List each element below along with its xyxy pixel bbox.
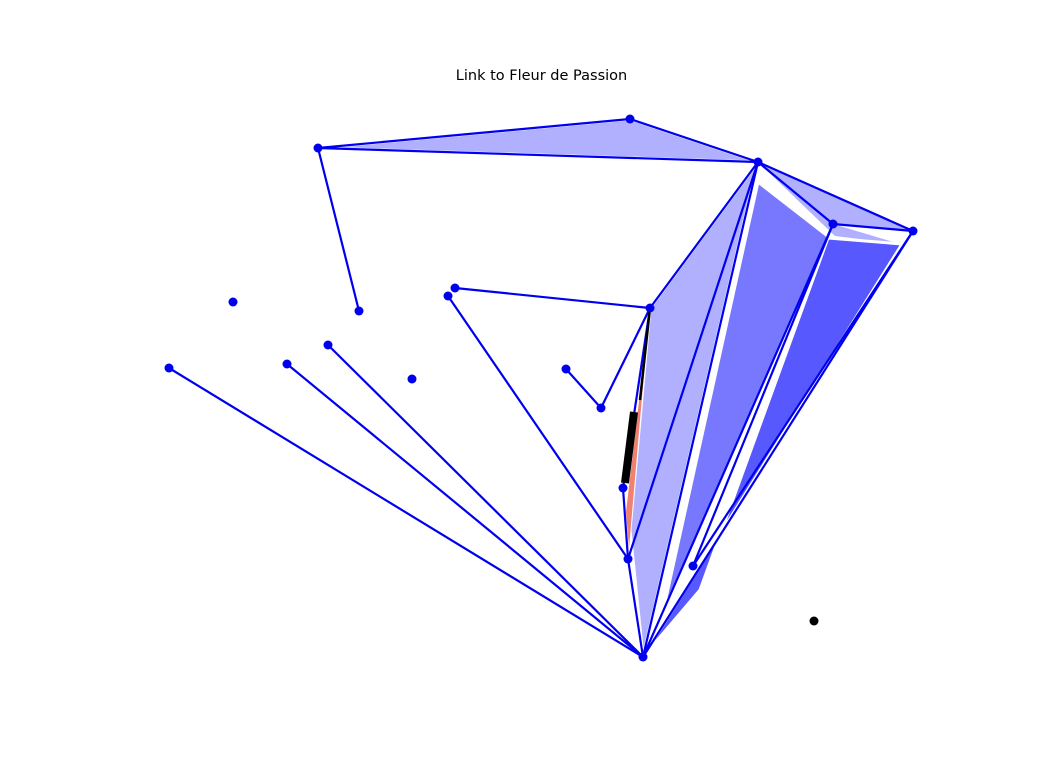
node-o	[561, 364, 571, 374]
node-s	[638, 652, 648, 662]
edge-o-p	[564, 367, 603, 410]
edge-c-e	[756, 160, 915, 233]
node-r	[623, 554, 633, 564]
edge-a-c	[316, 146, 760, 164]
node-b	[625, 114, 635, 124]
polygon-fills	[316, 117, 913, 659]
node-t	[688, 561, 698, 571]
edge-d-s	[641, 222, 835, 659]
edge-d-t	[691, 222, 835, 568]
node-p	[596, 403, 606, 413]
node-n	[407, 374, 417, 384]
node-h	[443, 291, 453, 301]
edge-f-p	[599, 306, 652, 410]
edge-c-s	[641, 160, 760, 659]
nodes	[164, 114, 918, 662]
edge-c-r	[626, 160, 760, 561]
node-k	[164, 363, 174, 373]
highlight-edge-upper	[638, 307, 652, 401]
highlight-marks	[621, 307, 652, 484]
edge-c-f	[648, 160, 760, 310]
node-i	[354, 306, 364, 316]
node-d	[828, 219, 838, 229]
node-g	[450, 283, 460, 293]
highlight-edge-thick	[621, 411, 638, 484]
edge-l-s	[285, 362, 645, 659]
edge-c-d	[756, 160, 835, 226]
node-c	[753, 157, 763, 167]
node-a	[313, 143, 323, 153]
diagram-title: Link to Fleur de Passion	[455, 68, 628, 84]
edge-q-r	[621, 486, 630, 561]
fill-top-right-wing	[758, 162, 913, 244]
node-f	[645, 303, 655, 313]
edge-d-e	[831, 222, 915, 233]
node-e	[908, 226, 918, 236]
node-m	[323, 340, 333, 350]
edge-h-r	[446, 294, 630, 561]
node-j	[228, 297, 238, 307]
edge-m-s	[326, 343, 645, 659]
edge-e-s	[641, 229, 915, 659]
edge-k-s	[167, 366, 645, 659]
edge-a-b	[316, 117, 632, 150]
node-q	[618, 483, 628, 493]
edge-e-t	[691, 229, 915, 568]
node-external	[809, 616, 819, 626]
node-l	[282, 359, 292, 369]
edge-a-i	[316, 146, 361, 313]
edge-g-f	[453, 286, 652, 310]
edge-r-s	[626, 557, 645, 659]
edge-b-c	[628, 117, 760, 164]
